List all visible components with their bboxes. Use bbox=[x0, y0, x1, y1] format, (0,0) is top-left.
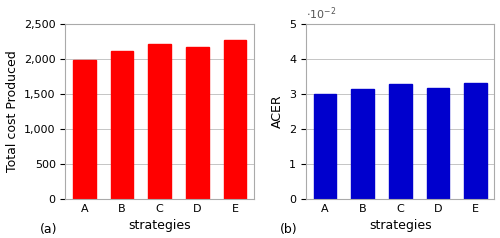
Bar bbox=[148, 44, 171, 199]
Bar bbox=[389, 84, 411, 199]
Bar bbox=[73, 60, 96, 199]
Bar bbox=[224, 40, 246, 199]
Bar bbox=[426, 88, 449, 199]
Text: (a): (a) bbox=[40, 223, 58, 236]
Bar bbox=[314, 94, 336, 199]
Text: (b): (b) bbox=[280, 223, 297, 236]
Bar bbox=[351, 89, 374, 199]
Bar bbox=[186, 47, 208, 199]
Text: $\cdot10^{-2}$: $\cdot10^{-2}$ bbox=[306, 6, 336, 22]
Y-axis label: ACER: ACER bbox=[270, 95, 283, 128]
Bar bbox=[464, 83, 487, 199]
X-axis label: strategies: strategies bbox=[128, 219, 191, 233]
X-axis label: strategies: strategies bbox=[369, 219, 432, 233]
Y-axis label: Total cost Produced: Total cost Produced bbox=[6, 51, 18, 172]
Bar bbox=[110, 51, 134, 199]
